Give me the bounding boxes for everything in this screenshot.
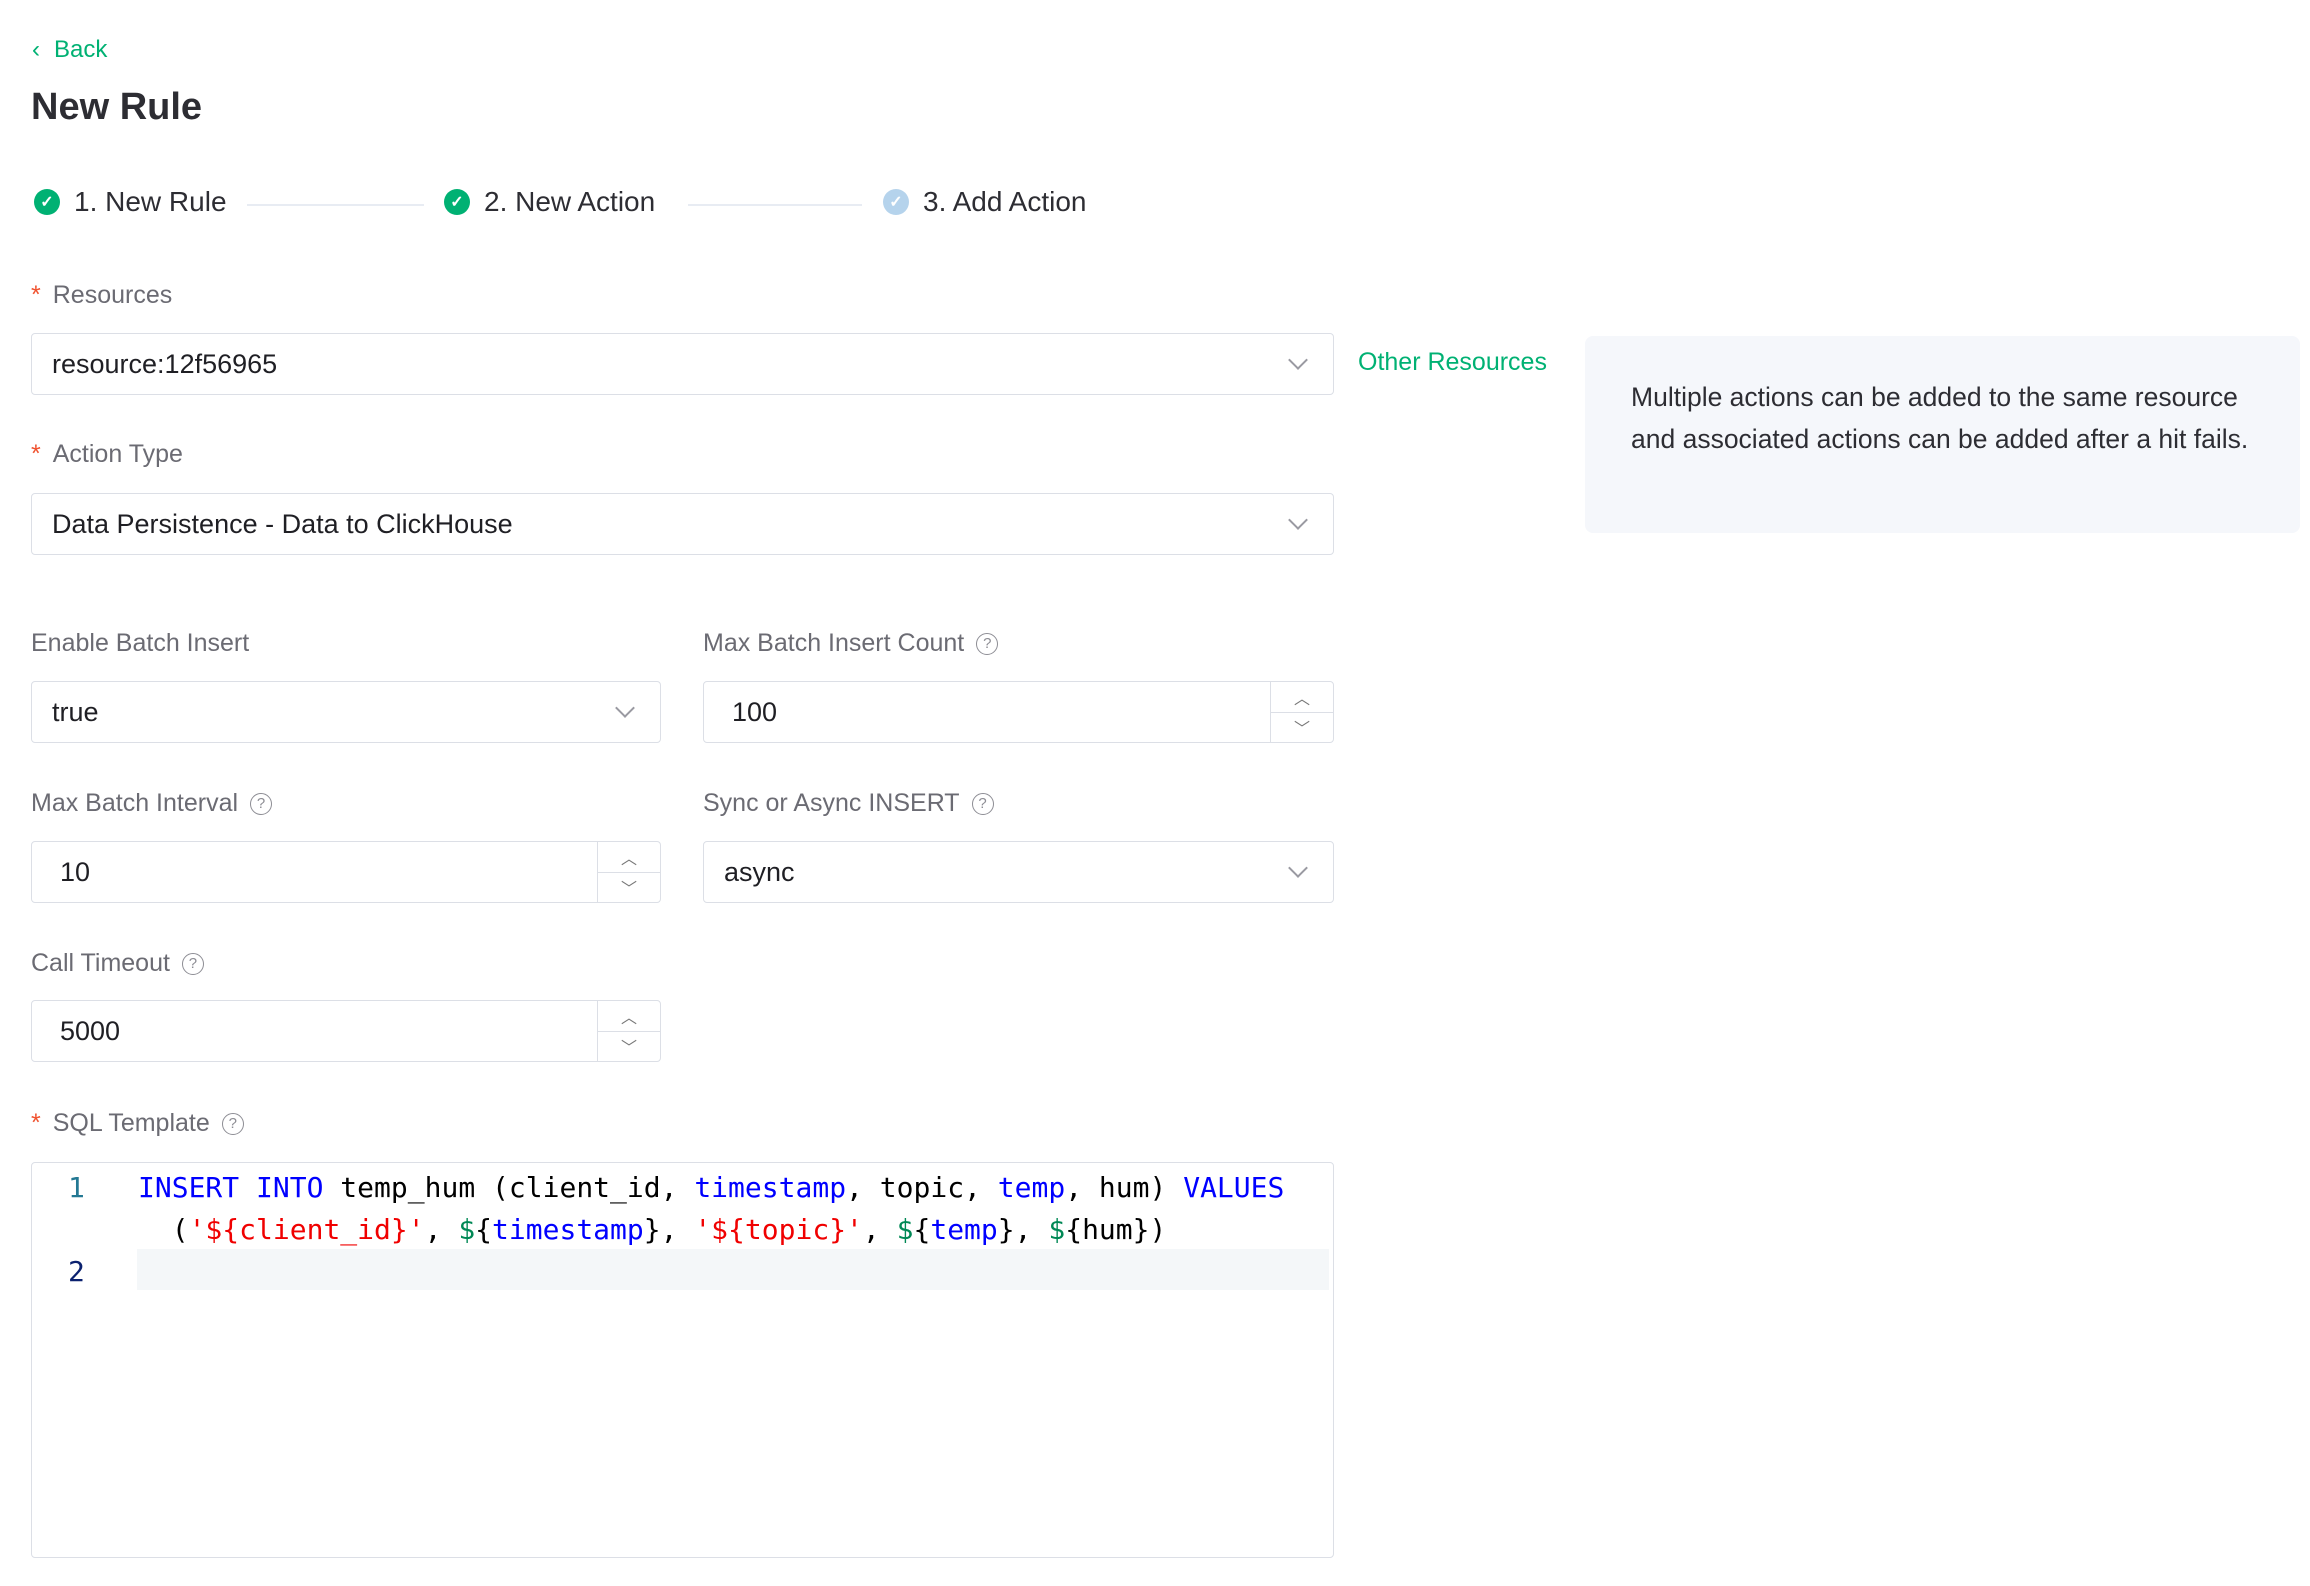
enable-batch-select[interactable]: true <box>31 681 661 743</box>
chevron-down-icon <box>615 698 635 718</box>
decrement-button[interactable]: ﹀ <box>1293 721 1310 739</box>
chevron-left-icon: ‹ <box>32 36 40 63</box>
sync-async-select[interactable]: async <box>703 841 1334 903</box>
decrement-button[interactable]: ﹀ <box>620 1040 637 1058</box>
line-number: 1 <box>68 1171 85 1204</box>
step-1: ✓ 1. New Rule <box>34 186 227 218</box>
help-icon[interactable]: ? <box>976 632 999 655</box>
step-connector <box>247 204 424 206</box>
resources-select[interactable]: resource:12f56965 <box>31 333 1334 395</box>
enable-batch-label: Enable Batch Insert <box>31 629 250 657</box>
line-number: 2 <box>68 1255 85 1288</box>
call-timeout-label: Call Timeout? <box>31 949 204 978</box>
help-icon[interactable]: ? <box>250 792 273 815</box>
help-icon[interactable]: ? <box>221 1112 244 1135</box>
sql-template-label: * SQL Template? <box>31 1109 244 1138</box>
chevron-down-icon <box>1288 350 1308 370</box>
decrement-button[interactable]: ﹀ <box>620 881 637 899</box>
check-circle-icon: ✓ <box>444 189 470 215</box>
sql-editor[interactable]: 1 2 INSERT INTO temp_hum (client_id, tim… <box>31 1162 1334 1558</box>
resources-label: * Resources <box>31 281 173 309</box>
check-circle-icon: ✓ <box>34 189 60 215</box>
help-icon[interactable]: ? <box>181 952 204 975</box>
back-link[interactable]: ‹ Back <box>32 36 108 63</box>
action-type-select[interactable]: Data Persistence - Data to ClickHouse <box>31 493 1334 555</box>
increment-button[interactable]: ︿ <box>598 842 660 873</box>
call-timeout-input[interactable]: 5000 ︿ ﹀ <box>31 1000 661 1062</box>
increment-button[interactable]: ︿ <box>598 1001 660 1032</box>
active-line-highlight <box>137 1249 1329 1290</box>
code-line: INSERT INTO temp_hum (client_id, timesta… <box>138 1171 1285 1246</box>
action-type-label: * Action Type <box>31 440 183 468</box>
chevron-down-icon <box>1288 858 1308 878</box>
chevron-down-icon <box>1288 510 1308 530</box>
step-connector <box>688 204 862 206</box>
step-2: ✓ 2. New Action <box>444 186 655 218</box>
check-circle-icon: ✓ <box>883 189 909 215</box>
help-icon[interactable]: ? <box>971 792 994 815</box>
max-batch-count-input[interactable]: 100 ︿ ﹀ <box>703 681 1334 743</box>
other-resources-link[interactable]: Other Resources <box>1358 348 1547 376</box>
page-title: New Rule <box>31 86 203 128</box>
sync-async-label: Sync or Async INSERT? <box>703 789 994 818</box>
max-batch-interval-label: Max Batch Interval? <box>31 789 273 818</box>
step-3: ✓ 3. Add Action <box>883 186 1086 218</box>
increment-button[interactable]: ︿ <box>1271 682 1333 713</box>
max-batch-count-label: Max Batch Insert Count? <box>703 629 999 658</box>
info-panel: Multiple actions can be added to the sam… <box>1585 336 2300 533</box>
max-batch-interval-input[interactable]: 10 ︿ ﹀ <box>31 841 661 903</box>
